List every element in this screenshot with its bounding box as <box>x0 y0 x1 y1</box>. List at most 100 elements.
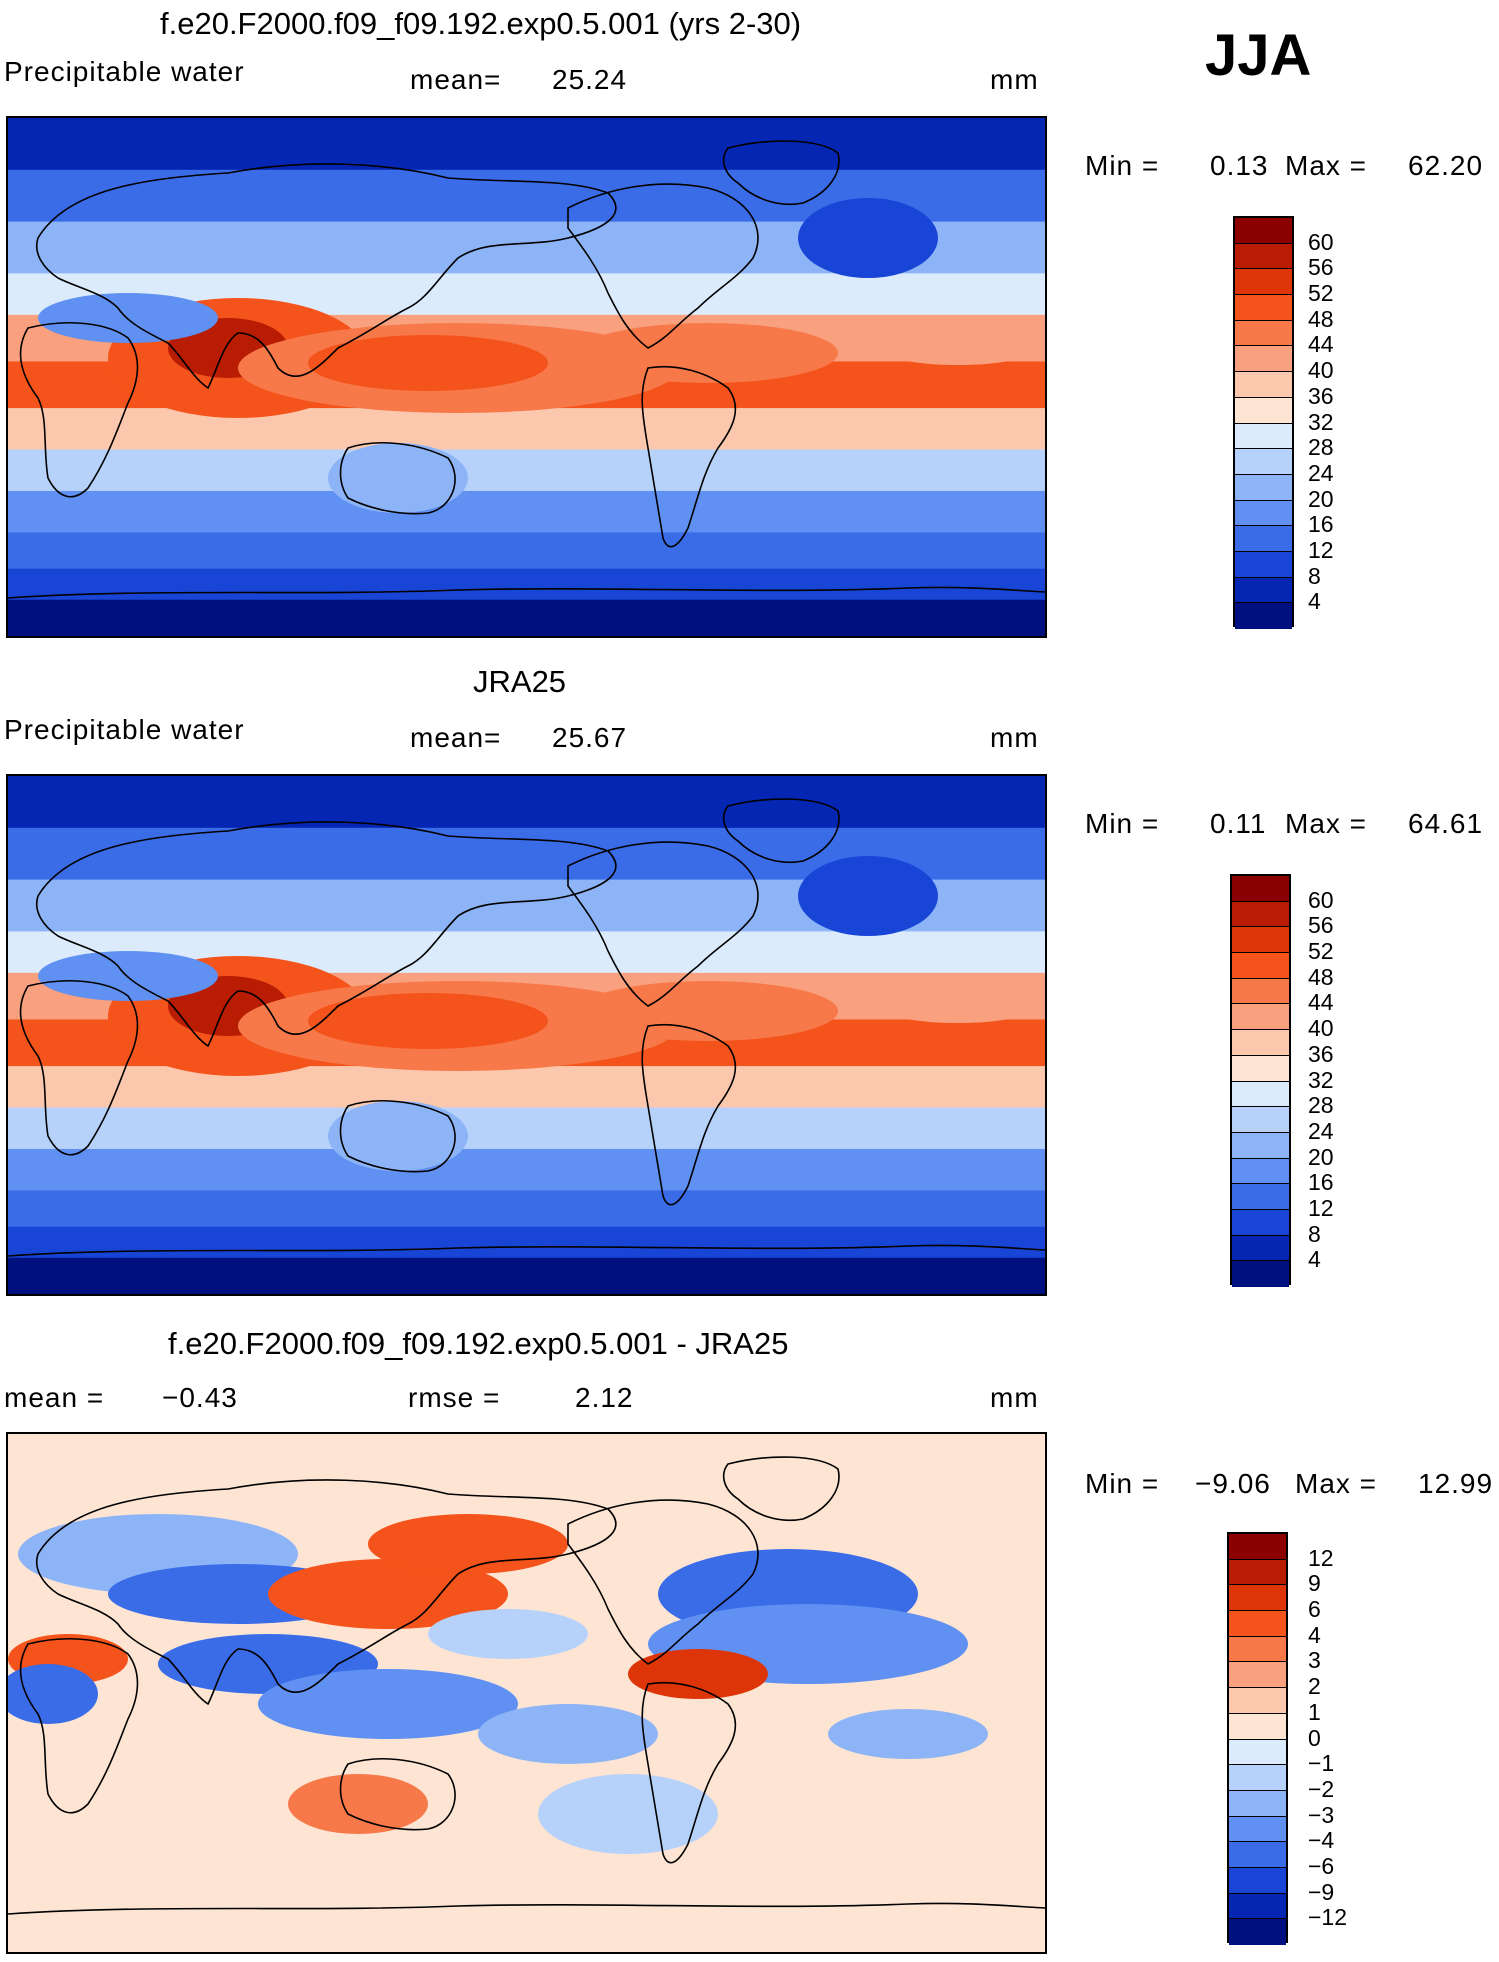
colorbar-ticks: 12 9 6 4 3 2 1 0 −1 −2 −3 −4 −6 −9 −12 <box>1308 1532 1368 1943</box>
colorbar-tick-label: 60 <box>1308 886 1334 913</box>
colorbar-segment <box>1232 1132 1289 1159</box>
colorbar-segment <box>1229 1636 1286 1663</box>
colorbar-segment <box>1235 423 1292 450</box>
max-value: 12.99 <box>1418 1468 1494 1499</box>
colorbar-tick-label: 32 <box>1308 1066 1334 1093</box>
diff-mean-value: −0.43 <box>162 1382 238 1413</box>
min-label: Min = <box>1085 808 1160 839</box>
colorbar-tick-label: 40 <box>1308 357 1334 384</box>
colorbar-segment <box>1235 346 1292 373</box>
colorbar-tick-label: 24 <box>1308 459 1334 486</box>
colorbar <box>1230 874 1291 1287</box>
colorbar-tick-label: −4 <box>1308 1827 1335 1854</box>
colorbar-tick-label: 60 <box>1308 228 1334 255</box>
colorbar-segment <box>1229 1534 1286 1560</box>
colorbar-tick-label: 8 <box>1308 562 1321 589</box>
panel-title: f.e20.F2000.f09_f09.192.exp0.5.001 - JRA… <box>168 1326 789 1361</box>
colorbar-segment <box>1235 243 1292 270</box>
min-value: 0.11 <box>1210 808 1267 839</box>
colorbar-segment <box>1232 1158 1289 1185</box>
colorbar-segment <box>1232 978 1289 1005</box>
map-panel <box>6 1432 1047 1954</box>
colorbar-tick-label: 24 <box>1308 1117 1334 1144</box>
colorbar-segment <box>1232 876 1289 902</box>
colorbar-segment <box>1235 295 1292 321</box>
colorbar-tick-label: 3 <box>1308 1647 1321 1674</box>
colorbar-segment <box>1229 1919 1286 1945</box>
colorbar-tick-label: 4 <box>1308 1246 1321 1273</box>
colorbar-segment <box>1235 551 1292 578</box>
colorbar-tick-label: −2 <box>1308 1775 1335 1802</box>
colorbar-tick-label: 48 <box>1308 963 1334 990</box>
variable-label: Precipitable water <box>4 714 245 745</box>
diff-mean-label: mean = <box>4 1382 105 1413</box>
colorbar-segment <box>1235 397 1292 424</box>
colorbar-tick-label: 20 <box>1308 485 1334 512</box>
colorbar-tick-label: 0 <box>1308 1724 1321 1751</box>
mean-value: 25.67 <box>552 722 628 753</box>
max-value: 64.61 <box>1408 808 1484 839</box>
colorbar-tick-label: 4 <box>1308 588 1321 615</box>
colorbar-tick-label: 32 <box>1308 408 1334 435</box>
rmse-value: 2.12 <box>575 1382 634 1413</box>
colorbar-tick-label: 2 <box>1308 1673 1321 1700</box>
colorbar-tick-label: −12 <box>1308 1904 1348 1931</box>
colorbar-segment <box>1229 1816 1286 1843</box>
colorbar-segment <box>1229 1842 1286 1868</box>
min-value: 0.13 <box>1210 150 1269 181</box>
colorbar-segment <box>1229 1688 1286 1714</box>
colorbar-segment <box>1235 449 1292 475</box>
min-label: Min = <box>1085 150 1160 181</box>
colorbar-segment <box>1235 500 1292 527</box>
max-value: 62.20 <box>1408 150 1484 181</box>
colorbar-tick-label: 16 <box>1308 511 1334 538</box>
colorbar-tick-label: 4 <box>1308 1621 1321 1648</box>
colorbar-ticks: 60 56 52 48 44 40 36 32 28 24 20 16 12 8 4 <box>1308 874 1368 1285</box>
colorbar-tick-label: 20 <box>1308 1143 1334 1170</box>
colorbar-segment <box>1229 1713 1286 1740</box>
colorbar <box>1227 1532 1288 1945</box>
colorbar-tick-label: −1 <box>1308 1750 1335 1777</box>
colorbar-segment <box>1229 1893 1286 1920</box>
colorbar-segment <box>1232 1030 1289 1056</box>
units-label: mm <box>990 722 1039 753</box>
panel-title: JRA25 <box>473 664 567 699</box>
max-label: Max = <box>1295 1468 1378 1499</box>
min-value: −9.06 <box>1195 1468 1271 1499</box>
colorbar-tick-label: 36 <box>1308 1040 1334 1067</box>
colorbar-segment <box>1235 474 1292 501</box>
colorbar-segment <box>1235 218 1292 244</box>
min-label: Min = <box>1085 1468 1160 1499</box>
colorbar-tick-label: −9 <box>1308 1878 1335 1905</box>
map-panel <box>6 116 1047 638</box>
colorbar-tick-label: 8 <box>1308 1220 1321 1247</box>
colorbar-tick-label: 12 <box>1308 1544 1334 1571</box>
colorbar-segment <box>1232 1055 1289 1082</box>
colorbar-tick-label: 6 <box>1308 1596 1321 1623</box>
map-panel <box>6 774 1047 1296</box>
colorbar-tick-label: 52 <box>1308 280 1334 307</box>
colorbar-tick-label: −3 <box>1308 1801 1335 1828</box>
max-label: Max = <box>1285 808 1368 839</box>
colorbar-tick-label: 36 <box>1308 382 1334 409</box>
colorbar-segment <box>1235 320 1292 347</box>
colorbar-tick-label: 44 <box>1308 989 1334 1016</box>
colorbar-segment <box>1235 577 1292 604</box>
colorbar-tick-label: 12 <box>1308 536 1334 563</box>
colorbar-tick-label: 28 <box>1308 1092 1334 1119</box>
season-label: JJA <box>1205 23 1312 88</box>
colorbar-tick-label: 9 <box>1308 1570 1321 1597</box>
colorbar-segment <box>1235 372 1292 398</box>
colorbar-tick-label: 48 <box>1308 305 1334 332</box>
colorbar-segment <box>1229 1662 1286 1689</box>
colorbar-tick-label: −6 <box>1308 1852 1335 1879</box>
colorbar-segment <box>1229 1739 1286 1766</box>
colorbar-segment <box>1229 1559 1286 1586</box>
colorbar-segment <box>1232 1235 1289 1262</box>
colorbar-segment <box>1232 953 1289 979</box>
colorbar-tick-label: 12 <box>1308 1194 1334 1221</box>
colorbar-segment <box>1232 1261 1289 1287</box>
units-label: mm <box>990 64 1039 95</box>
colorbar-segment <box>1232 1107 1289 1133</box>
colorbar-segment <box>1229 1765 1286 1791</box>
